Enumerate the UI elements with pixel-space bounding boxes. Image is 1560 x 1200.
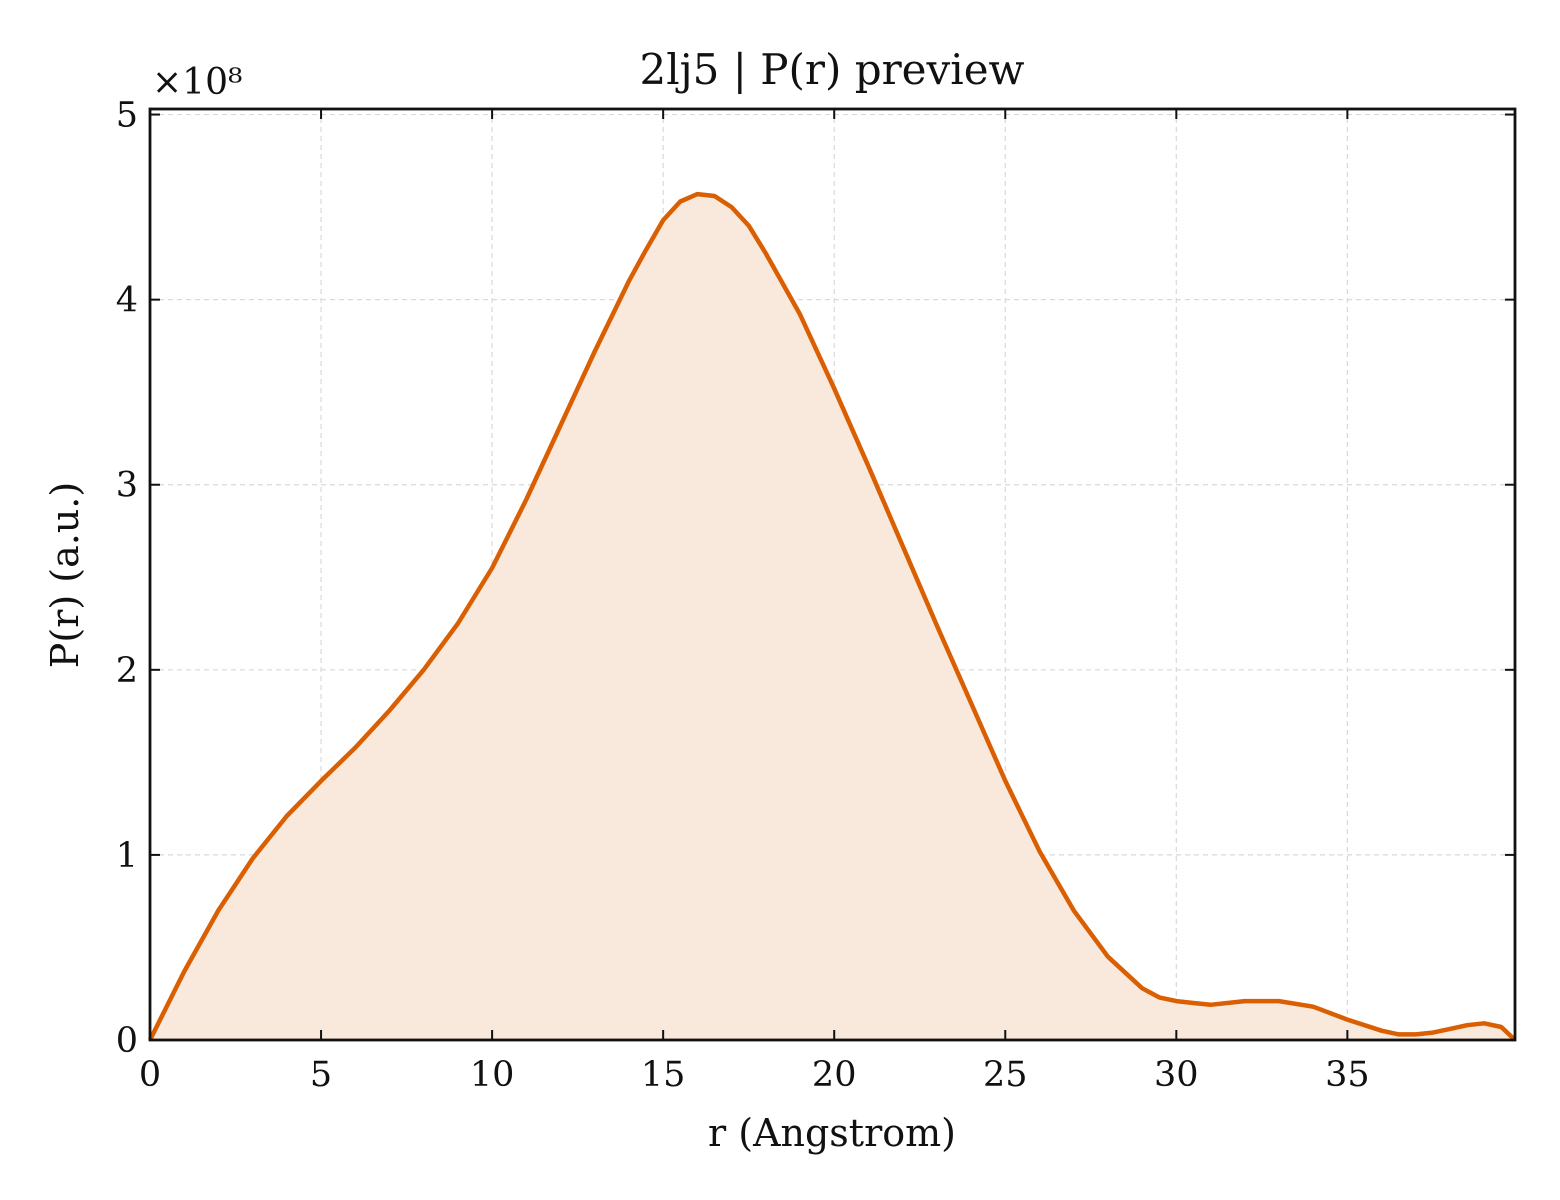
y-tick-label: 3	[116, 466, 138, 506]
plot-frame	[148, 107, 1517, 1042]
x-tick-label: 0	[139, 1055, 161, 1095]
y-tick-label: 4	[116, 281, 138, 321]
x-tick-label: 20	[812, 1055, 857, 1095]
chart-title: 2lj5 | P(r) preview	[640, 45, 1025, 94]
x-tick-label: 15	[641, 1055, 686, 1095]
pr-series-line	[147, 191, 1517, 1042]
x-tick-label: 25	[983, 1055, 1028, 1095]
tick-layer: 0 5 10 15 20 25 30 35 0 1 2 3 4 5	[116, 96, 1515, 1095]
y-tick-label: 2	[116, 651, 138, 691]
x-tick-label: 5	[310, 1055, 332, 1095]
y-tick-label: 5	[116, 96, 138, 136]
pr-area-fill	[150, 194, 1515, 1041]
x-tick-label: 30	[1154, 1055, 1199, 1095]
x-axis-label: r (Angstrom)	[708, 1111, 956, 1155]
y-tick-label: 1	[116, 836, 138, 876]
x-tick-label: 35	[1325, 1055, 1370, 1095]
x-tick-label: 10	[470, 1055, 515, 1095]
y-axis-label: P(r) (a.u.)	[43, 482, 87, 668]
y-tick-label: 0	[116, 1021, 138, 1061]
y-scale-multiplier: ×10⁸	[152, 62, 242, 103]
